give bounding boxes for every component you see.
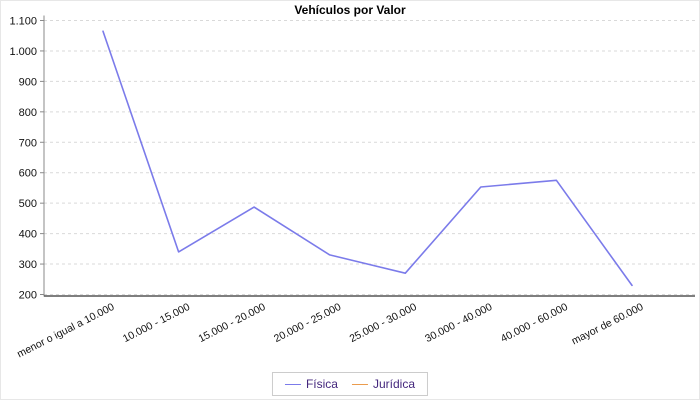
legend-label-fisica: Física	[305, 377, 338, 391]
legend-item-fisica: Física	[284, 377, 338, 391]
x-tick-label: 25.000 - 30.000	[348, 301, 419, 345]
y-tick-label: 300	[19, 259, 37, 271]
y-tick-label: 600	[19, 168, 37, 180]
chart-title: Vehículos por Valor	[294, 3, 406, 17]
legend-item-juridica: Jurídica	[351, 377, 416, 391]
x-tick-label: 15.000 - 20.000	[197, 301, 268, 345]
x-tick-label: 40.000 - 60.000	[499, 301, 570, 345]
y-tick-label: 400	[19, 229, 37, 241]
y-tick-label: 700	[19, 137, 37, 149]
y-tick-label: 1.100	[9, 16, 37, 28]
x-tick-label: 30.000 - 40.000	[423, 301, 494, 345]
legend: Física Jurídica	[271, 372, 429, 396]
fisica-series-line	[102, 30, 633, 287]
x-tick-label: 10.000 - 15.000	[121, 301, 192, 345]
y-tick-label: 500	[19, 198, 37, 210]
y-tick-label: 200	[19, 290, 37, 302]
x-tick-label: 20.000 - 25.000	[272, 301, 343, 345]
y-tick-label: 1.000	[9, 46, 37, 58]
y-tick-label: 800	[19, 107, 37, 119]
x-tick-label: mayor de 60.000	[570, 301, 646, 348]
y-tick-label: 900	[19, 76, 37, 88]
juridica-line-swatch	[351, 383, 368, 385]
legend-label-juridica: Jurídica	[372, 377, 416, 391]
fisica-line-swatch	[284, 383, 301, 385]
x-tick-label: menor o igual a 10.000	[15, 301, 116, 361]
